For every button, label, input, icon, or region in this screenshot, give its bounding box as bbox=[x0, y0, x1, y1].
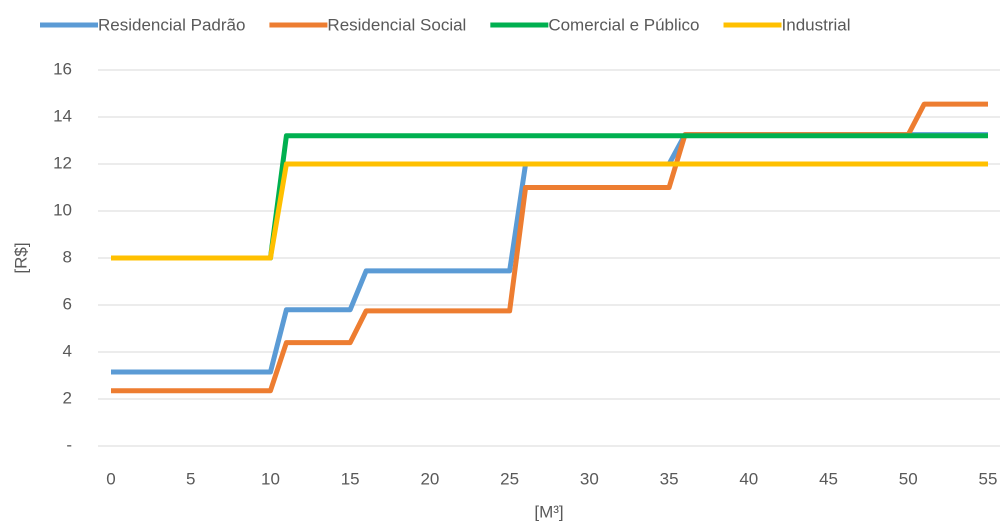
legend-label: Residencial Social bbox=[327, 15, 466, 34]
y-tick-label: 4 bbox=[63, 341, 72, 360]
y-tick-label: 10 bbox=[53, 200, 72, 219]
x-tick-label: 15 bbox=[341, 469, 360, 488]
x-tick-label: 55 bbox=[979, 469, 998, 488]
series-line bbox=[111, 133, 988, 261]
x-tick-label: 10 bbox=[261, 469, 280, 488]
y-axis-label: [R$] bbox=[11, 242, 30, 273]
y-tick-label: 8 bbox=[63, 247, 72, 266]
y-tick-label: - bbox=[66, 435, 72, 454]
x-tick-label: 5 bbox=[186, 469, 195, 488]
x-tick-label: 30 bbox=[580, 469, 599, 488]
x-tick-label: 0 bbox=[106, 469, 115, 488]
y-tick-label: 12 bbox=[53, 153, 72, 172]
x-tick-label: 45 bbox=[819, 469, 838, 488]
x-tick-label: 20 bbox=[420, 469, 439, 488]
y-tick-label: 14 bbox=[53, 106, 72, 125]
y-tick-label: 16 bbox=[53, 59, 72, 78]
x-tick-label: 50 bbox=[899, 469, 918, 488]
legend-label: Comercial e Público bbox=[548, 15, 699, 34]
x-tick-label: 40 bbox=[739, 469, 758, 488]
series-line bbox=[111, 101, 988, 394]
legend-label: Industrial bbox=[782, 15, 851, 34]
x-tick-label: 35 bbox=[660, 469, 679, 488]
x-tick-label: 25 bbox=[500, 469, 519, 488]
series-line bbox=[111, 161, 988, 261]
legend-label: Residencial Padrão bbox=[98, 15, 245, 34]
y-tick-label: 6 bbox=[63, 294, 72, 313]
x-axis-label: [M³] bbox=[534, 502, 563, 521]
y-tick-label: 2 bbox=[63, 388, 72, 407]
series-line bbox=[111, 132, 988, 375]
